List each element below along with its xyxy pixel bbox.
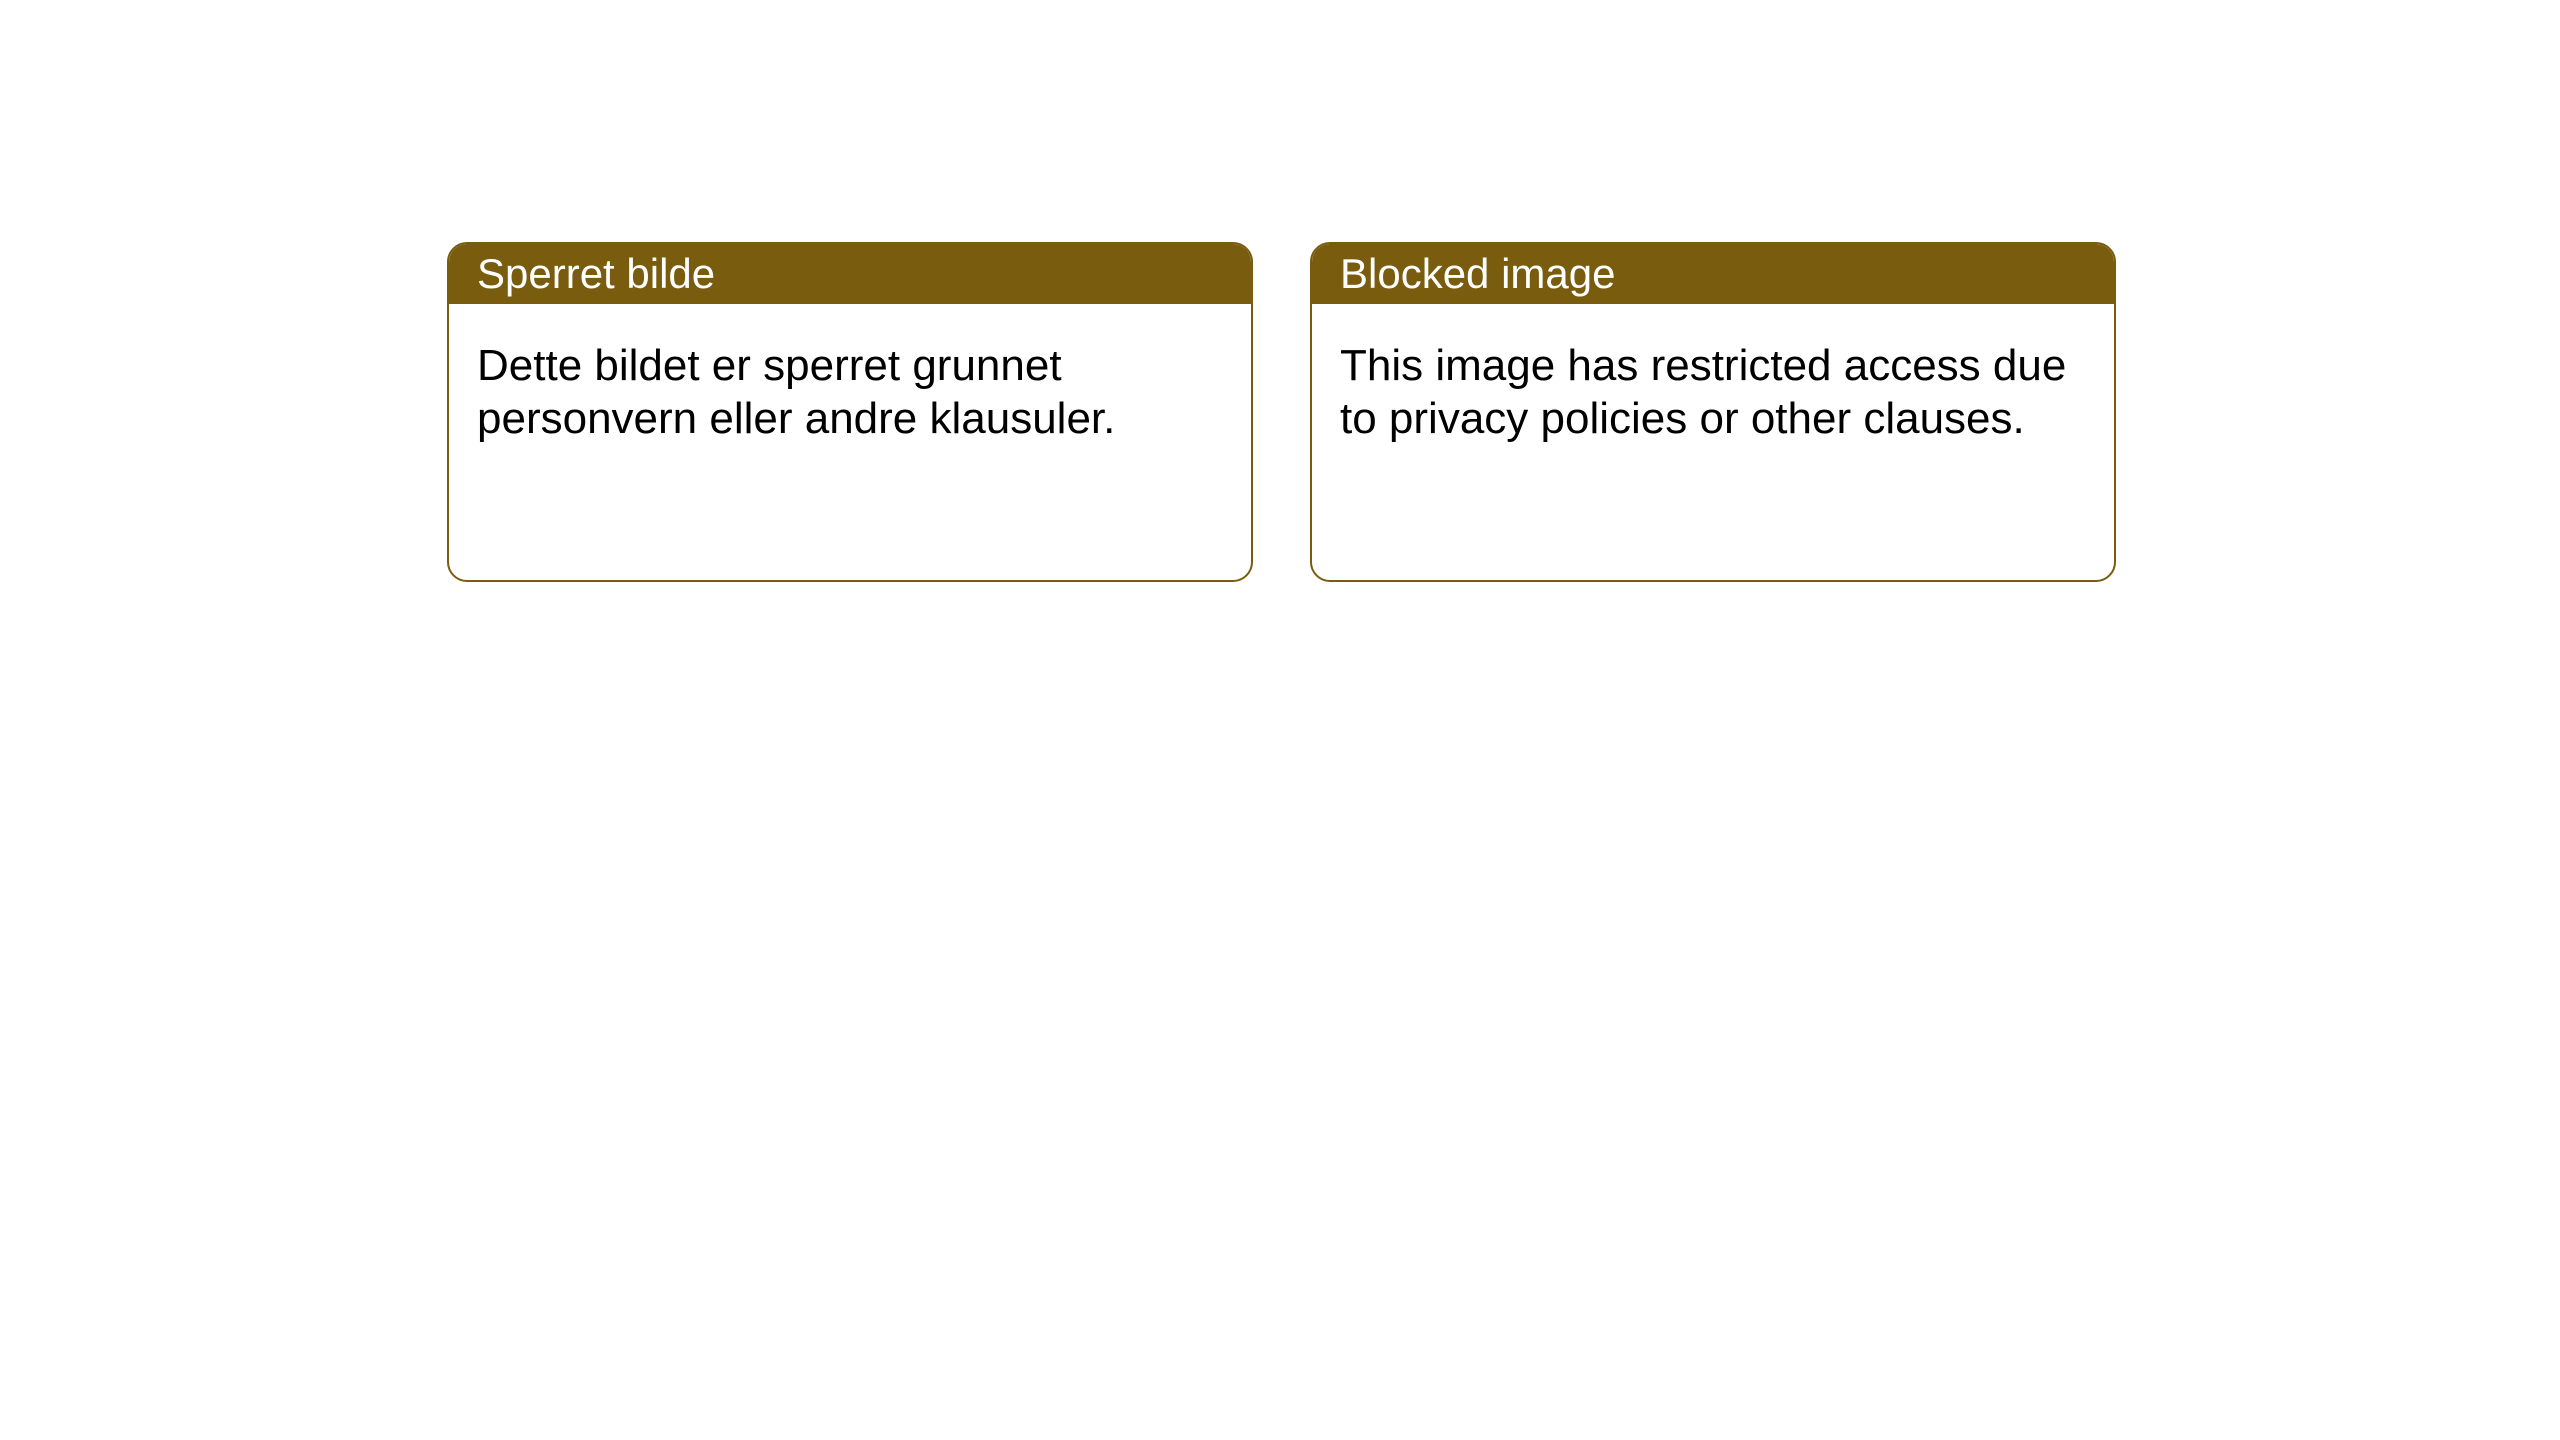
- blocked-image-cards-container: Sperret bilde Dette bildet er sperret gr…: [447, 242, 2116, 582]
- card-header: Blocked image: [1312, 244, 2114, 304]
- card-body: This image has restricted access due to …: [1312, 304, 2114, 482]
- card-title-text: Blocked image: [1340, 250, 1615, 298]
- card-body: Dette bildet er sperret grunnet personve…: [449, 304, 1251, 482]
- card-header: Sperret bilde: [449, 244, 1251, 304]
- card-body-text: Dette bildet er sperret grunnet personve…: [477, 341, 1115, 443]
- blocked-image-card-norwegian: Sperret bilde Dette bildet er sperret gr…: [447, 242, 1253, 582]
- card-title-text: Sperret bilde: [477, 250, 715, 298]
- blocked-image-card-english: Blocked image This image has restricted …: [1310, 242, 2116, 582]
- card-body-text: This image has restricted access due to …: [1340, 341, 2066, 443]
